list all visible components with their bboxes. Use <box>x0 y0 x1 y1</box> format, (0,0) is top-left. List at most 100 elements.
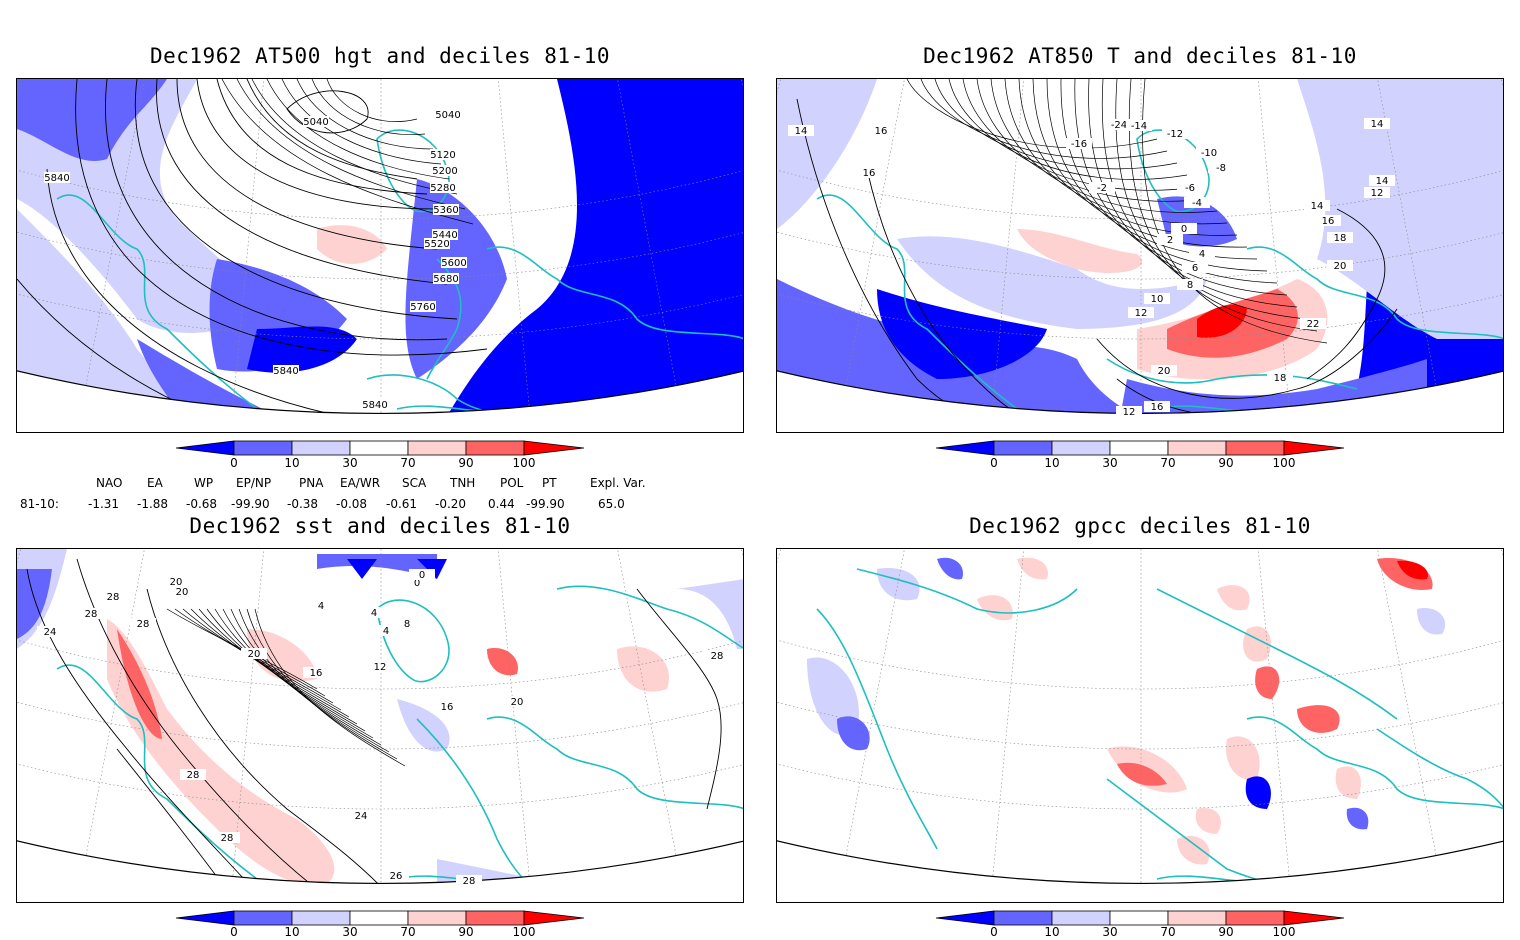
contour-line <box>236 79 466 210</box>
contour-line <box>116 748 238 884</box>
decile-shade <box>1217 585 1250 611</box>
contour-label: 20 <box>511 697 524 708</box>
contour-line <box>1074 79 1278 284</box>
contour-label: -24 <box>1111 120 1127 131</box>
colorbar-tick-label: 10 <box>1044 456 1060 470</box>
coastline <box>56 664 348 884</box>
contour-line <box>76 558 338 884</box>
contour-line <box>251 79 458 195</box>
coastline <box>816 608 938 850</box>
colorbar-tick-label: 10 <box>284 456 300 470</box>
graticule-meridian <box>845 79 1142 387</box>
map-gpcc-canvas <box>777 549 1503 885</box>
contour-label: 5360 <box>433 205 458 216</box>
graticule-meridian <box>992 79 1142 408</box>
decile-shade <box>897 236 1207 329</box>
colorbar-tick-label: 70 <box>1160 456 1176 470</box>
coastline <box>1246 246 1503 340</box>
index-header: PNA <box>299 476 324 490</box>
colorbar-tick-label: 30 <box>1102 456 1118 470</box>
graticule-meridian <box>380 549 530 878</box>
map-gpcc <box>776 548 1504 903</box>
colorbar-tick-label: 90 <box>1218 456 1234 470</box>
decile-shade <box>677 579 743 649</box>
contour-label: 5520 <box>424 239 449 250</box>
decile-shade <box>487 648 518 676</box>
contour-label: 14 <box>1311 201 1324 212</box>
contour-line <box>176 79 438 250</box>
colorbar-labels-gpcc: 0 10 30 70 90 100 <box>932 925 1352 939</box>
colorbar-tick-label: 70 <box>400 456 416 470</box>
decile-shade <box>1117 359 1427 414</box>
contour-line <box>1128 79 1318 332</box>
decile-shade <box>1255 666 1280 699</box>
contour-label: 5840 <box>44 173 69 184</box>
contour-line <box>46 168 538 414</box>
decile-shade <box>1226 736 1260 780</box>
contour-label: 5040 <box>435 110 460 121</box>
decile-shade <box>1297 79 1503 339</box>
index-value: -0.08 <box>336 497 368 511</box>
coastline <box>376 599 450 683</box>
index-value: -0.38 <box>287 497 319 511</box>
coastline <box>1156 588 1398 720</box>
coastline <box>556 585 743 650</box>
map-boundary <box>17 840 743 885</box>
colorbar-hgt500 <box>175 440 585 456</box>
contour-label: -6 <box>1185 183 1195 194</box>
index-value: 65.0 <box>598 497 625 511</box>
contour-line <box>1306 208 1386 380</box>
index-value: -99.90 <box>526 497 565 511</box>
contour-label: 26 <box>390 871 403 882</box>
contour-label: -10 <box>1201 148 1217 159</box>
contour-label: 5760 <box>410 302 435 313</box>
graticule-meridian <box>1140 79 1290 408</box>
contour-label: 14 <box>1376 176 1389 187</box>
contour-label: 18 <box>1274 373 1287 384</box>
colorbar-tick-label: 100 <box>512 925 536 939</box>
contour-line <box>156 79 448 285</box>
contour-line <box>948 79 1188 180</box>
contour-label: 16 <box>441 702 454 713</box>
contour-label: 5840 <box>273 366 298 377</box>
contour-line <box>1096 308 1398 399</box>
contour-label: 10 <box>1151 294 1164 305</box>
colorbar-sst <box>175 910 585 926</box>
index-header: EP/NP <box>236 476 272 490</box>
contour-line <box>1032 79 1248 248</box>
colorbar-tick-label: 30 <box>342 925 358 939</box>
colorbar-tick-label: 100 <box>1272 456 1296 470</box>
decile-shade <box>937 557 963 580</box>
contour-label: 4 <box>383 626 389 637</box>
coastline <box>56 194 348 414</box>
contour-label: 5200 <box>432 166 457 177</box>
contour-line <box>105 79 448 341</box>
decile-shade <box>877 289 1047 379</box>
decile-shade <box>807 657 859 736</box>
colorbar-tick-label: 90 <box>458 925 474 939</box>
index-header: POL <box>500 476 524 490</box>
graticule-meridian <box>380 79 677 387</box>
contour-line <box>196 79 438 210</box>
decile-shade <box>1017 229 1143 274</box>
contour-label: 24 <box>44 627 57 638</box>
contour-label: 12 <box>374 662 387 673</box>
contour-line <box>134 79 458 320</box>
contour-label: 0 <box>414 578 420 589</box>
contour-line <box>311 79 426 136</box>
graticule-meridian <box>380 79 530 408</box>
index-value: -0.20 <box>435 497 467 511</box>
contour-label: 12 <box>1123 407 1136 418</box>
contour-label: -8 <box>1216 163 1226 174</box>
contour-label: -2 <box>1097 183 1107 194</box>
coastline <box>366 374 538 414</box>
contour-label: -4 <box>1192 198 1202 209</box>
index-header: PT <box>542 476 557 490</box>
contour-label: 14 <box>795 126 808 137</box>
contour-line <box>26 568 268 884</box>
graticule-meridian <box>380 549 677 857</box>
colorbar-tick-label: 10 <box>284 925 300 939</box>
contour-line <box>75 79 488 356</box>
index-header: EA/WR <box>340 476 381 490</box>
contour-line <box>1060 79 1268 272</box>
